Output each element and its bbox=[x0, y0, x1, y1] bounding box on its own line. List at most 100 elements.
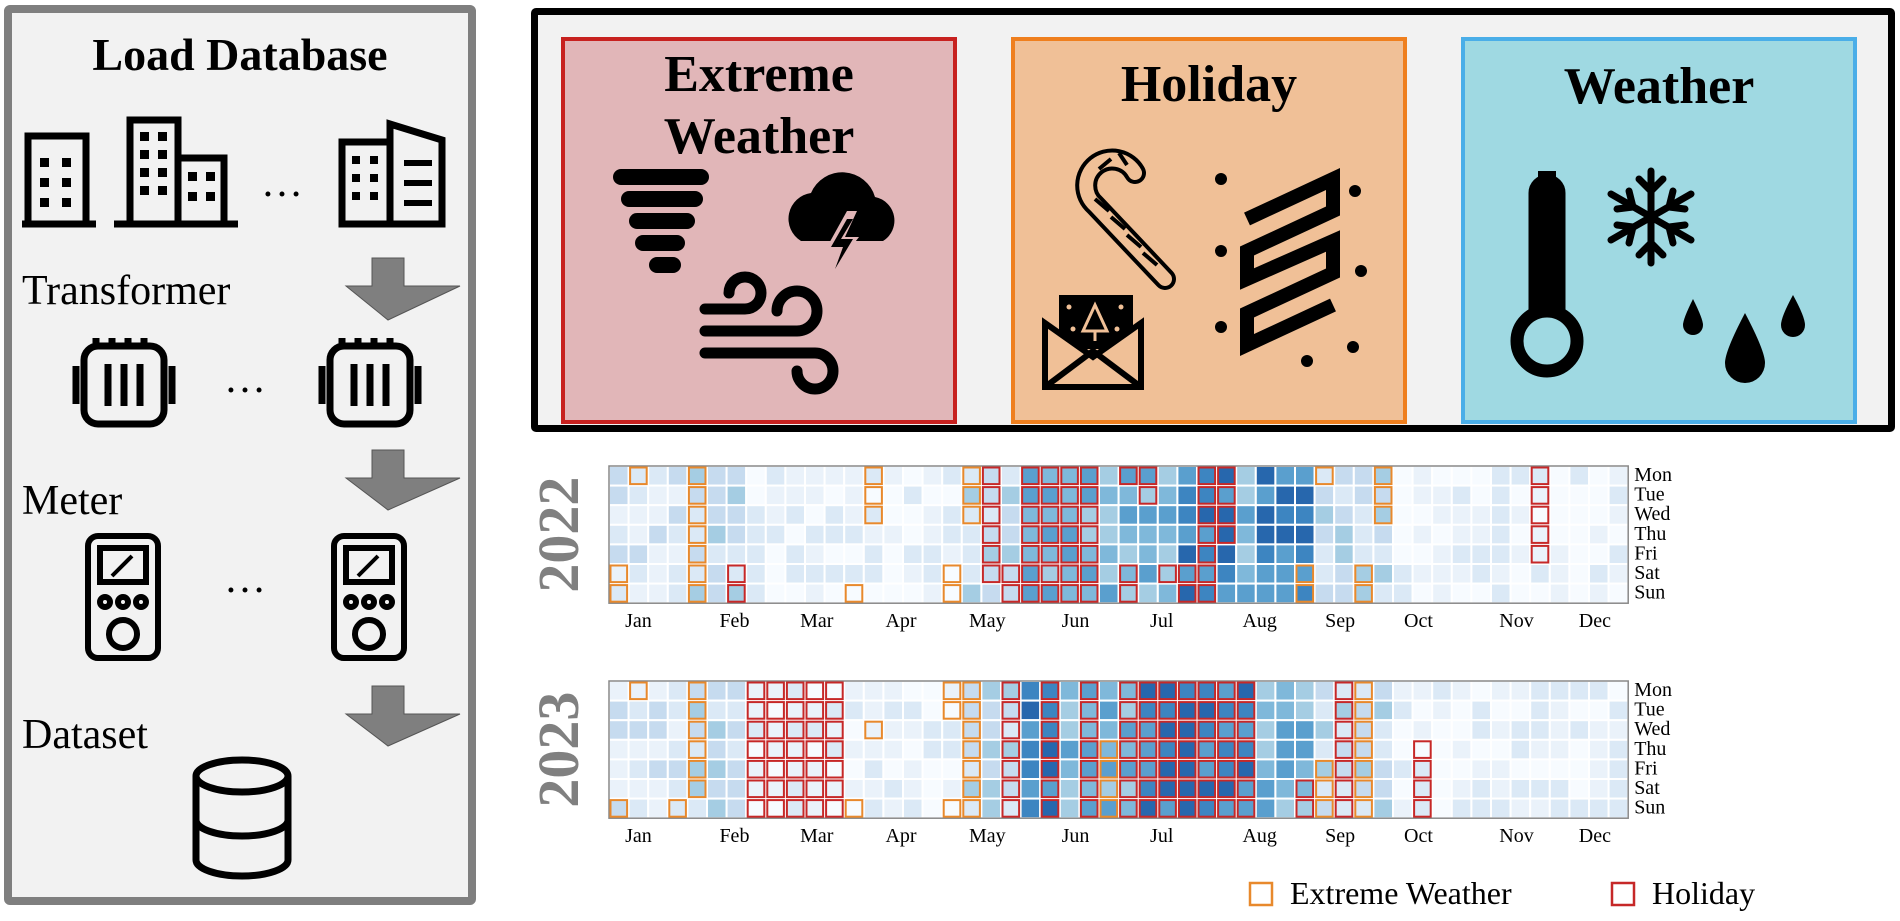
day-cell bbox=[686, 738, 709, 761]
day-cell bbox=[1588, 680, 1610, 702]
day-cell bbox=[1274, 758, 1297, 781]
day-cell bbox=[1352, 484, 1375, 507]
day-cell bbox=[862, 758, 885, 781]
holiday-marker bbox=[785, 701, 805, 720]
day-cell bbox=[1568, 504, 1591, 526]
holiday-marker bbox=[785, 799, 805, 818]
day-cell bbox=[1019, 582, 1042, 605]
holiday-marker bbox=[1197, 584, 1217, 603]
extreme-weather-marker bbox=[1354, 779, 1373, 799]
day-cell bbox=[843, 719, 865, 741]
day-cell bbox=[1000, 680, 1022, 702]
day-cell bbox=[1274, 797, 1297, 820]
day-cell bbox=[1588, 797, 1610, 820]
day-cell bbox=[1588, 465, 1610, 487]
day-cell bbox=[1117, 504, 1140, 526]
day-cell bbox=[1529, 465, 1551, 487]
day-cell bbox=[1509, 778, 1532, 800]
holiday-marker bbox=[766, 779, 785, 799]
day-cell bbox=[1019, 719, 1042, 741]
day-cell bbox=[627, 543, 650, 566]
day-cell bbox=[823, 465, 846, 487]
day-cell bbox=[1352, 523, 1375, 546]
holiday-marker bbox=[805, 799, 825, 818]
day-cell bbox=[1215, 680, 1238, 702]
holiday-marker bbox=[1060, 505, 1079, 525]
day-cell bbox=[1372, 484, 1395, 507]
holiday-marker bbox=[766, 681, 785, 701]
day-cell bbox=[1000, 738, 1022, 761]
holiday-marker bbox=[1060, 544, 1079, 564]
day-cell bbox=[843, 582, 865, 605]
holiday-marker bbox=[1197, 779, 1217, 799]
day-cell bbox=[647, 484, 669, 507]
day-cell bbox=[1548, 465, 1571, 487]
extreme-weather-title-line2: Weather bbox=[663, 108, 855, 165]
day-cell bbox=[1019, 484, 1042, 507]
day-cell bbox=[1509, 797, 1532, 820]
holiday-marker bbox=[1158, 799, 1177, 818]
day-cell bbox=[1235, 719, 1257, 741]
day-cell bbox=[1313, 504, 1336, 526]
day-cell bbox=[980, 758, 1003, 781]
day-cell bbox=[1078, 543, 1101, 566]
holiday-marker bbox=[1413, 759, 1432, 779]
day-cell bbox=[941, 484, 963, 507]
day-cell bbox=[1548, 582, 1571, 605]
holiday-marker bbox=[1021, 466, 1040, 486]
month-label: Dec bbox=[1579, 610, 1611, 632]
day-cell bbox=[1333, 465, 1355, 487]
extreme-weather-marker bbox=[1315, 779, 1334, 799]
holiday-marker bbox=[1119, 799, 1138, 818]
holiday-marker bbox=[785, 759, 805, 779]
month-label: Mar bbox=[800, 825, 834, 847]
day-cell bbox=[745, 465, 767, 487]
day-cell bbox=[1588, 758, 1610, 781]
day-cell bbox=[1078, 504, 1101, 526]
holiday-marker bbox=[746, 681, 766, 701]
day-cell bbox=[1607, 504, 1630, 526]
day-cell bbox=[627, 523, 650, 546]
weekday-label: Thu bbox=[1634, 523, 1666, 545]
day-cell bbox=[1490, 523, 1512, 546]
holiday-marker bbox=[1177, 740, 1197, 759]
holiday-marker bbox=[1001, 564, 1021, 584]
day-cell bbox=[1058, 778, 1081, 800]
day-cell bbox=[1254, 465, 1277, 487]
day-cell bbox=[1274, 543, 1297, 566]
day-cell bbox=[647, 523, 669, 546]
day-cell bbox=[745, 758, 767, 781]
day-cell bbox=[804, 680, 826, 702]
day-cell bbox=[666, 699, 689, 722]
holiday-marker bbox=[727, 564, 746, 584]
day-cell bbox=[1019, 465, 1042, 487]
day-cell bbox=[647, 778, 669, 800]
building-icon bbox=[338, 119, 446, 228]
day-cell bbox=[1254, 797, 1277, 820]
day-cell bbox=[1215, 523, 1238, 546]
day-cell bbox=[1215, 738, 1238, 761]
holiday-marker bbox=[1138, 681, 1158, 701]
day-cell bbox=[1137, 738, 1159, 761]
holiday-marker bbox=[1177, 564, 1197, 584]
holiday-marker bbox=[1236, 779, 1256, 799]
day-cell bbox=[902, 699, 924, 722]
day-cell bbox=[1392, 778, 1414, 800]
day-cell bbox=[882, 563, 905, 585]
day-cell bbox=[1000, 758, 1022, 781]
ribbon-icon bbox=[1240, 168, 1340, 356]
day-cell bbox=[1137, 582, 1159, 605]
holiday-marker bbox=[1197, 701, 1217, 720]
weekday-label: Sat bbox=[1634, 777, 1660, 799]
day-cell bbox=[960, 680, 983, 702]
day-cell bbox=[823, 484, 846, 507]
extreme-weather-marker bbox=[687, 466, 707, 486]
day-cell bbox=[666, 504, 689, 526]
day-cell bbox=[1548, 484, 1571, 507]
holiday-marker bbox=[1177, 759, 1197, 779]
extreme-weather-marker bbox=[1354, 681, 1373, 701]
day-cell bbox=[784, 778, 807, 800]
day-cell bbox=[686, 778, 709, 800]
holiday-marker bbox=[1040, 466, 1060, 486]
day-cell bbox=[1607, 699, 1630, 722]
